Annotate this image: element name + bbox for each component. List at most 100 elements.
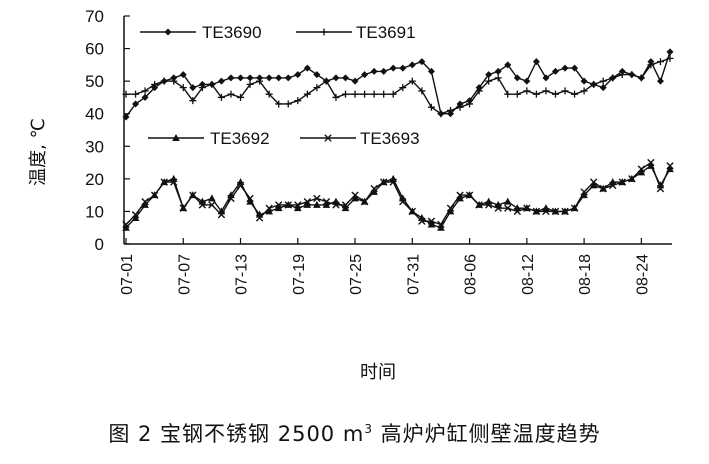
y-tick-label: 30 bbox=[85, 137, 104, 156]
data-point bbox=[332, 74, 340, 82]
data-point bbox=[466, 100, 474, 108]
data-point bbox=[351, 194, 359, 202]
figure-caption: 图 2 宝钢不锈钢 2500 m3 高炉炉缸侧壁温度趋势 bbox=[0, 418, 709, 448]
data-point bbox=[666, 162, 674, 170]
data-point bbox=[236, 178, 245, 186]
data-point bbox=[284, 201, 292, 209]
data-point bbox=[151, 80, 159, 88]
data-point bbox=[523, 204, 531, 212]
data-point bbox=[132, 90, 140, 98]
data-point bbox=[141, 93, 149, 101]
data-point bbox=[179, 204, 187, 212]
legend-label: TE3691 bbox=[356, 23, 416, 42]
data-point bbox=[561, 87, 569, 95]
data-point bbox=[294, 71, 302, 79]
series-TE3691 bbox=[122, 54, 674, 118]
data-point bbox=[580, 77, 588, 85]
data-point bbox=[475, 87, 483, 95]
data-point bbox=[513, 74, 521, 82]
x-tick-label: 07-01 bbox=[119, 254, 136, 295]
data-point bbox=[418, 217, 426, 225]
data-point bbox=[609, 181, 617, 190]
data-point bbox=[542, 207, 550, 216]
chart: 0 10 20 30 40 50 60 70 07-01 07-07 07-13 07-19 07-2… bbox=[28, 7, 674, 383]
data-point bbox=[122, 220, 130, 229]
data-point bbox=[446, 106, 454, 114]
data-point bbox=[561, 207, 569, 216]
data-point bbox=[303, 90, 311, 98]
legend-label: TE3692 bbox=[210, 129, 270, 148]
data-point bbox=[236, 181, 245, 190]
x-tick-label: 07-13 bbox=[234, 254, 251, 295]
data-point bbox=[150, 191, 159, 199]
data-point bbox=[246, 194, 254, 203]
y-tick-label: 0 bbox=[95, 235, 104, 254]
data-point bbox=[361, 90, 369, 98]
data-point bbox=[637, 168, 646, 176]
caption-text-end: 高炉炉缸侧壁温度趋势 bbox=[372, 422, 601, 446]
data-point bbox=[189, 191, 197, 199]
data-point bbox=[351, 77, 359, 85]
data-point bbox=[628, 71, 636, 79]
y-tick-label: 60 bbox=[85, 40, 104, 59]
data-point bbox=[208, 201, 216, 209]
series-TE3692 bbox=[122, 161, 674, 231]
data-point bbox=[370, 184, 378, 193]
series-line bbox=[125, 161, 671, 226]
data-point bbox=[647, 61, 655, 69]
data-point bbox=[275, 100, 283, 108]
y-tick-label: 20 bbox=[85, 170, 104, 189]
data-point bbox=[656, 58, 664, 66]
y-axis-title: 温度, ℃ bbox=[28, 118, 49, 186]
data-point bbox=[513, 90, 521, 98]
data-point bbox=[618, 178, 626, 186]
data-point bbox=[389, 64, 397, 72]
x-axis-title: 时间 bbox=[360, 362, 396, 383]
data-point bbox=[599, 184, 607, 193]
data-point bbox=[590, 80, 598, 88]
data-point bbox=[265, 204, 273, 212]
data-point bbox=[351, 90, 359, 98]
data-point bbox=[361, 71, 369, 79]
data-point bbox=[389, 90, 397, 98]
data-point bbox=[389, 178, 397, 186]
y-tick-label: 70 bbox=[85, 7, 104, 26]
data-point bbox=[141, 200, 149, 208]
data-point bbox=[122, 113, 130, 121]
data-point bbox=[324, 134, 332, 142]
caption-superscript: 3 bbox=[364, 422, 373, 436]
data-point bbox=[351, 191, 359, 199]
data-point bbox=[446, 204, 455, 212]
data-point bbox=[542, 74, 550, 82]
data-point bbox=[561, 64, 569, 72]
data-point bbox=[485, 77, 493, 85]
data-point bbox=[322, 77, 330, 85]
data-point bbox=[293, 204, 302, 212]
data-point bbox=[609, 74, 617, 82]
data-point bbox=[237, 93, 245, 101]
data-point bbox=[532, 58, 540, 66]
data-point bbox=[198, 201, 207, 209]
data-point bbox=[503, 197, 512, 205]
data-point bbox=[265, 74, 273, 82]
data-point bbox=[599, 84, 607, 92]
data-point bbox=[275, 74, 283, 82]
data-point bbox=[141, 197, 149, 206]
data-point bbox=[485, 71, 493, 79]
data-point bbox=[513, 207, 521, 216]
data-point bbox=[131, 213, 140, 221]
data-point bbox=[313, 71, 321, 79]
data-point bbox=[370, 67, 378, 75]
data-point bbox=[484, 197, 493, 205]
data-point bbox=[274, 204, 283, 212]
data-point bbox=[322, 200, 331, 208]
data-point bbox=[484, 201, 493, 209]
data-point bbox=[418, 58, 426, 66]
data-point bbox=[313, 200, 321, 208]
data-point bbox=[246, 74, 254, 82]
data-point bbox=[656, 184, 665, 193]
data-point bbox=[170, 77, 178, 85]
data-point bbox=[437, 223, 445, 231]
data-point bbox=[160, 178, 168, 186]
x-tick-label: 08-06 bbox=[463, 254, 480, 295]
